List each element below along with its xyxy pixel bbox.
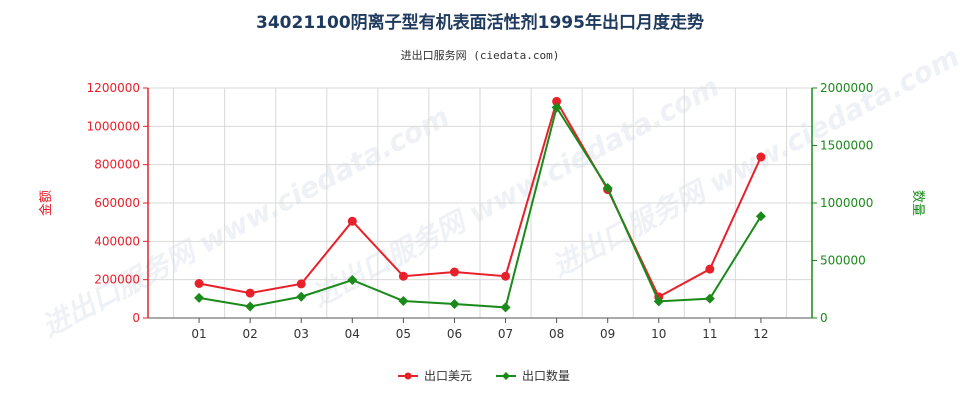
x-tick-label: 12	[753, 327, 768, 341]
series-2-point	[449, 298, 460, 309]
y-right-tick-label: 0	[820, 311, 828, 325]
legend: 出口美元 出口数量	[398, 368, 570, 383]
series-1-point	[398, 271, 408, 281]
x-tick-label: 10	[651, 327, 666, 341]
legend-marker-1	[404, 372, 412, 380]
series-1-point	[296, 279, 306, 289]
series-2-point	[704, 293, 715, 304]
y-left-tick-label: 600000	[94, 196, 140, 210]
y-left-axis-label: 金额	[38, 190, 54, 216]
y-left-tick-label: 800000	[94, 158, 140, 172]
x-tick-label: 09	[600, 327, 615, 341]
axes-layer: 0 200000 400000 600000 800000 1000000 1200000 0…	[87, 81, 874, 341]
series-2-point	[755, 211, 766, 222]
x-tick-label: 07	[498, 327, 513, 341]
series-2-point	[602, 183, 613, 194]
x-tick-label: 03	[294, 327, 309, 341]
series-line-1	[198, 98, 762, 299]
series-line-2	[198, 105, 762, 309]
series-2-point	[551, 102, 562, 113]
y-left-tick-label: 200000	[94, 273, 140, 287]
x-tick-label: 02	[243, 327, 258, 341]
series-1-point	[756, 152, 766, 162]
y-left-tick-label: 0	[132, 311, 140, 325]
legend-marker-2	[502, 372, 510, 380]
grid-layer	[147, 87, 813, 319]
series-2-point	[194, 292, 205, 303]
watermark-text: 进出口服务网 www.ciedata.com	[546, 40, 960, 283]
y-right-axis-label: 数量	[910, 190, 925, 216]
x-tick-label: 01	[191, 327, 206, 341]
x-tick-label: 11	[702, 327, 717, 341]
y-right-tick-label: 2000000	[820, 81, 873, 95]
series-2-point	[398, 295, 409, 306]
y-right-tick-label: 1500000	[820, 139, 873, 153]
chart-subtitle: 进出口服务网 (ciedata.com)	[401, 48, 560, 62]
series-layer	[194, 96, 766, 313]
series-2-point	[653, 296, 664, 307]
series-2-point	[245, 301, 256, 312]
y-left-tick-label: 1200000	[87, 81, 140, 95]
y-right-tick-label: 500000	[820, 254, 866, 268]
legend-label-2: 出口数量	[522, 368, 570, 383]
x-tick-label: 04	[345, 327, 360, 341]
series-1-point	[552, 96, 562, 106]
chart-title: 34021100阴离子型有机表面活性剂1995年出口月度走势	[256, 12, 704, 33]
series-1-point	[347, 216, 357, 226]
series-1-point	[245, 288, 255, 298]
series-2-point	[347, 275, 358, 286]
x-tick-label: 05	[396, 327, 411, 341]
series-2-point	[500, 302, 511, 313]
y-left-tick-label: 400000	[94, 234, 140, 248]
legend-label-1: 出口美元	[424, 369, 472, 383]
y-right-tick-label: 1000000	[820, 196, 873, 210]
series-1-point	[449, 267, 459, 277]
series-1-point	[705, 264, 715, 274]
series-2-point	[296, 291, 307, 302]
x-tick-label: 06	[447, 327, 462, 341]
series-1-point	[194, 279, 204, 288]
series-1-point	[501, 271, 511, 281]
x-tick-label: 08	[549, 327, 564, 341]
y-left-tick-label: 1000000	[87, 119, 140, 133]
